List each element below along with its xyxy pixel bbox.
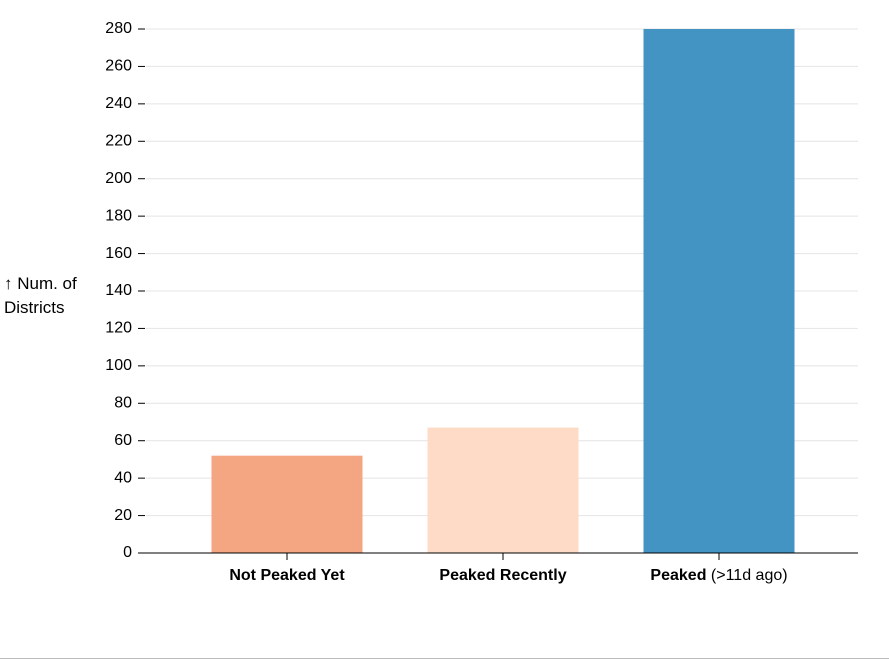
x-tick-label: Peaked (>11d ago) — [650, 567, 787, 584]
y-tick-label: 220 — [105, 133, 132, 150]
y-tick-label: 240 — [105, 95, 132, 112]
y-tick-label: 140 — [105, 282, 132, 299]
bar — [643, 29, 795, 553]
y-tick-label: 120 — [105, 320, 132, 337]
x-tick-label-part: Peaked Recently — [439, 567, 566, 584]
y-tick-label: 160 — [105, 245, 132, 262]
y-tick-label: 20 — [114, 507, 132, 524]
y-tick-label: 200 — [105, 170, 132, 187]
bar — [427, 427, 579, 553]
y-tick-label: 260 — [105, 58, 132, 75]
y-tick-label: 100 — [105, 357, 132, 374]
y-tick-label: 0 — [123, 544, 132, 561]
bar — [211, 455, 363, 553]
y-tick-label: 60 — [114, 432, 132, 449]
y-tick-label: 40 — [114, 469, 132, 486]
x-tick-label: Not Peaked Yet — [229, 567, 345, 584]
x-tick-label-part: (>11d ago) — [706, 567, 787, 584]
x-tick-label: Peaked Recently — [439, 567, 566, 584]
x-tick-label-part: Peaked — [650, 567, 706, 584]
x-tick-label-part: Not Peaked Yet — [229, 567, 345, 584]
y-tick-label: 180 — [105, 207, 132, 224]
y-tick-label: 80 — [114, 395, 132, 412]
y-axis-label: ↑ Num. of Districts — [4, 274, 77, 317]
y-tick-label: 280 — [105, 20, 132, 37]
